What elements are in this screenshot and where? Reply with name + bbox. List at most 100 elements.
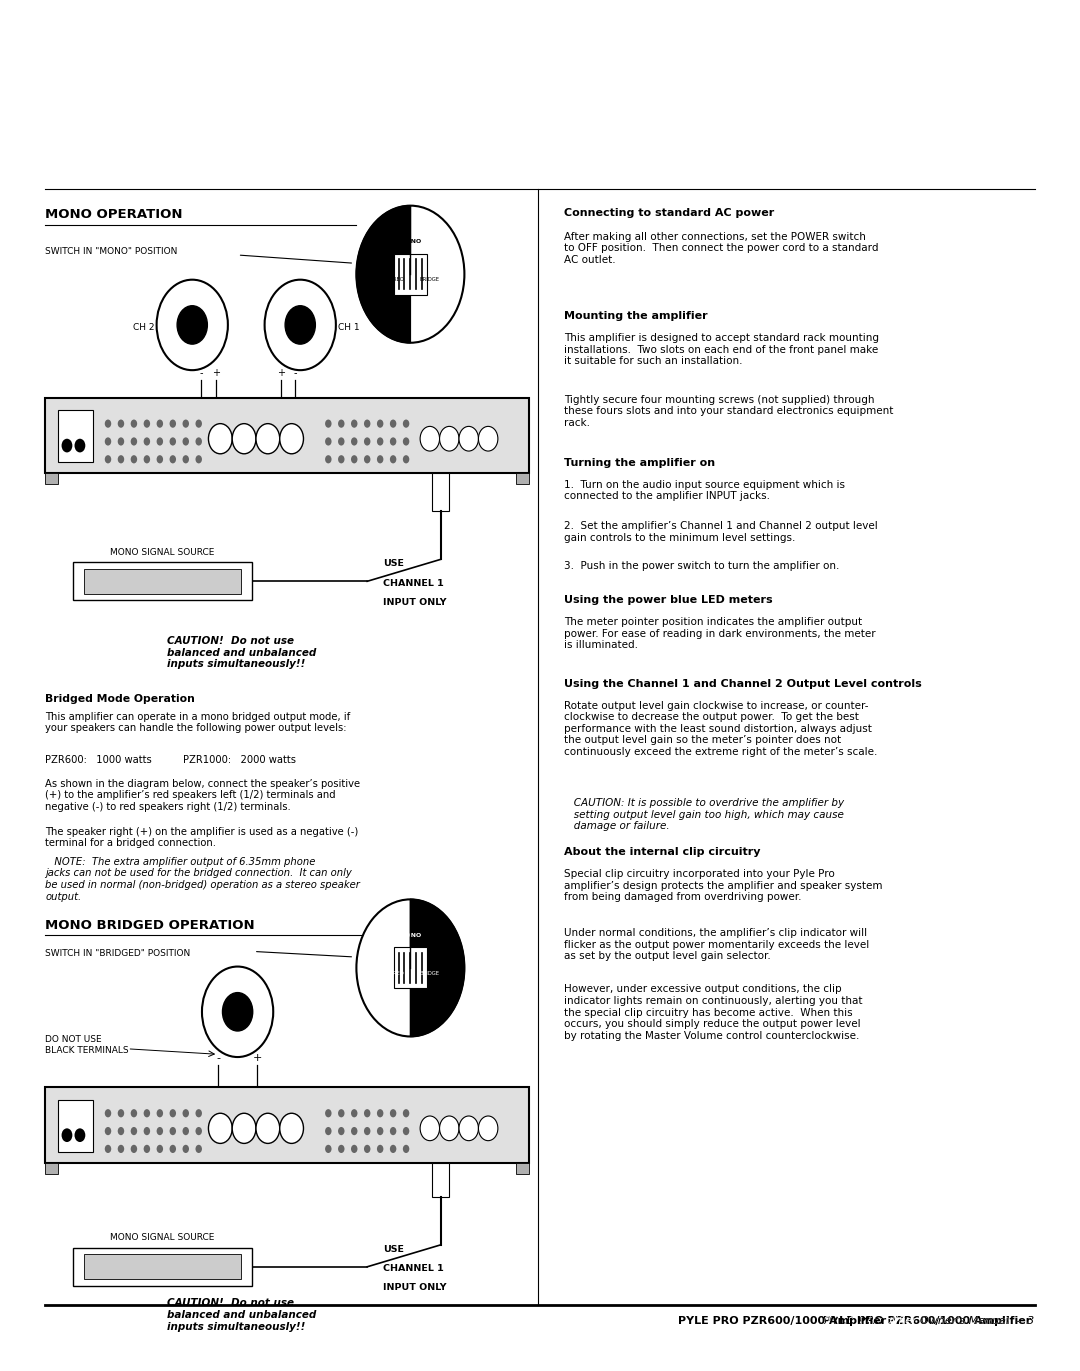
Circle shape — [377, 420, 383, 428]
Circle shape — [170, 420, 176, 428]
Circle shape — [208, 424, 232, 454]
Circle shape — [351, 420, 357, 428]
Circle shape — [170, 455, 176, 463]
Circle shape — [280, 424, 303, 454]
Circle shape — [183, 1145, 189, 1153]
Circle shape — [131, 455, 137, 463]
Circle shape — [364, 455, 370, 463]
Text: STEREO: STEREO — [383, 277, 405, 282]
Circle shape — [222, 993, 253, 1031]
Text: However, under excessive output conditions, the clip
indicator lights remain on : However, under excessive output conditio… — [564, 984, 862, 1041]
Circle shape — [338, 1145, 345, 1153]
Text: USE: USE — [383, 1245, 404, 1254]
Text: CHANNEL 1: CHANNEL 1 — [383, 579, 444, 588]
Circle shape — [459, 1116, 478, 1141]
Circle shape — [364, 1109, 370, 1117]
Circle shape — [256, 424, 280, 454]
Circle shape — [75, 439, 85, 452]
Circle shape — [195, 1109, 202, 1117]
Text: Under normal conditions, the amplifier’s clip indicator will
flicker as the outp: Under normal conditions, the amplifier’s… — [564, 928, 869, 961]
Text: CAUTION!  Do not use
balanced and unbalanced
inputs simultaneously!!: CAUTION! Do not use balanced and unbalan… — [167, 1298, 316, 1331]
Text: +: + — [253, 1053, 261, 1064]
Circle shape — [208, 1113, 232, 1143]
Text: Using the Channel 1 and Channel 2 Output Level controls: Using the Channel 1 and Channel 2 Output… — [564, 679, 921, 688]
Circle shape — [170, 437, 176, 446]
Text: Mounting the amplifier: Mounting the amplifier — [564, 311, 707, 321]
Circle shape — [403, 455, 409, 463]
Bar — [45, 1163, 58, 1174]
Polygon shape — [410, 899, 464, 1036]
Circle shape — [420, 1116, 440, 1141]
Circle shape — [105, 455, 111, 463]
Circle shape — [351, 1127, 357, 1135]
Text: -: - — [293, 367, 297, 378]
Circle shape — [131, 437, 137, 446]
Circle shape — [157, 280, 228, 370]
Circle shape — [338, 1127, 345, 1135]
Circle shape — [478, 426, 498, 451]
Text: CH 2: CH 2 — [133, 324, 154, 332]
Bar — [45, 473, 58, 484]
Circle shape — [118, 455, 124, 463]
Circle shape — [351, 437, 357, 446]
Text: 1.  Turn on the audio input source equipment which is
connected to the amplifier: 1. Turn on the audio input source equipm… — [564, 480, 845, 502]
Bar — [45, 398, 529, 473]
Text: CH 1: CH 1 — [338, 324, 360, 332]
Bar — [84, 569, 241, 594]
Text: MONO: MONO — [400, 239, 421, 244]
Circle shape — [390, 1127, 396, 1135]
Text: Connecting to standard AC power: Connecting to standard AC power — [564, 208, 774, 218]
Bar — [58, 410, 93, 462]
Bar — [394, 947, 427, 988]
Circle shape — [157, 455, 163, 463]
Text: Owner's Manual  -  3: Owner's Manual - 3 — [920, 1316, 1035, 1326]
Text: INPUT ONLY: INPUT ONLY — [383, 1283, 447, 1293]
Text: CAUTION: It is possible to overdrive the amplifier by
   setting output level ga: CAUTION: It is possible to overdrive the… — [564, 798, 843, 831]
Circle shape — [105, 437, 111, 446]
Circle shape — [118, 437, 124, 446]
Circle shape — [256, 1113, 280, 1143]
Circle shape — [325, 455, 332, 463]
Text: 2.  Set the amplifier’s Channel 1 and Channel 2 output level
gain controls to th: 2. Set the amplifier’s Channel 1 and Cha… — [564, 521, 878, 543]
Circle shape — [170, 1127, 176, 1135]
Circle shape — [338, 1109, 345, 1117]
Circle shape — [351, 1145, 357, 1153]
Circle shape — [280, 1113, 303, 1143]
Text: Using the power blue LED meters: Using the power blue LED meters — [564, 595, 772, 605]
Circle shape — [232, 1113, 256, 1143]
Bar — [73, 1248, 252, 1286]
Bar — [394, 254, 427, 295]
Circle shape — [338, 437, 345, 446]
Text: 3.  Push in the power switch to turn the amplifier on.: 3. Push in the power switch to turn the … — [564, 561, 839, 570]
Text: MONO SIGNAL SOURCE: MONO SIGNAL SOURCE — [110, 1233, 215, 1242]
Circle shape — [351, 455, 357, 463]
Circle shape — [377, 1109, 383, 1117]
Circle shape — [377, 455, 383, 463]
Circle shape — [105, 420, 111, 428]
Text: -: - — [216, 1053, 220, 1064]
Circle shape — [390, 455, 396, 463]
Bar — [84, 1254, 241, 1279]
Circle shape — [202, 967, 273, 1057]
Circle shape — [377, 1145, 383, 1153]
Circle shape — [195, 455, 202, 463]
Circle shape — [351, 1109, 357, 1117]
Circle shape — [440, 426, 459, 451]
Circle shape — [338, 420, 345, 428]
Text: CHANNEL 1: CHANNEL 1 — [383, 1264, 444, 1274]
Circle shape — [144, 1127, 150, 1135]
Circle shape — [403, 437, 409, 446]
Circle shape — [131, 1127, 137, 1135]
Text: This amplifier can operate in a mono bridged output mode, if
your speakers can h: This amplifier can operate in a mono bri… — [45, 712, 351, 733]
Circle shape — [195, 1145, 202, 1153]
Circle shape — [157, 1127, 163, 1135]
Circle shape — [183, 1109, 189, 1117]
Text: The speaker right (+) on the amplifier is used as a negative (-)
terminal for a : The speaker right (+) on the amplifier i… — [45, 827, 359, 849]
Circle shape — [144, 437, 150, 446]
Circle shape — [62, 439, 72, 452]
Text: Rotate output level gain clockwise to increase, or counter-
clockwise to decreas: Rotate output level gain clockwise to in… — [564, 701, 877, 757]
Text: About the internal clip circuitry: About the internal clip circuitry — [564, 847, 760, 857]
Text: USE: USE — [383, 559, 404, 569]
Circle shape — [364, 437, 370, 446]
Circle shape — [118, 1145, 124, 1153]
